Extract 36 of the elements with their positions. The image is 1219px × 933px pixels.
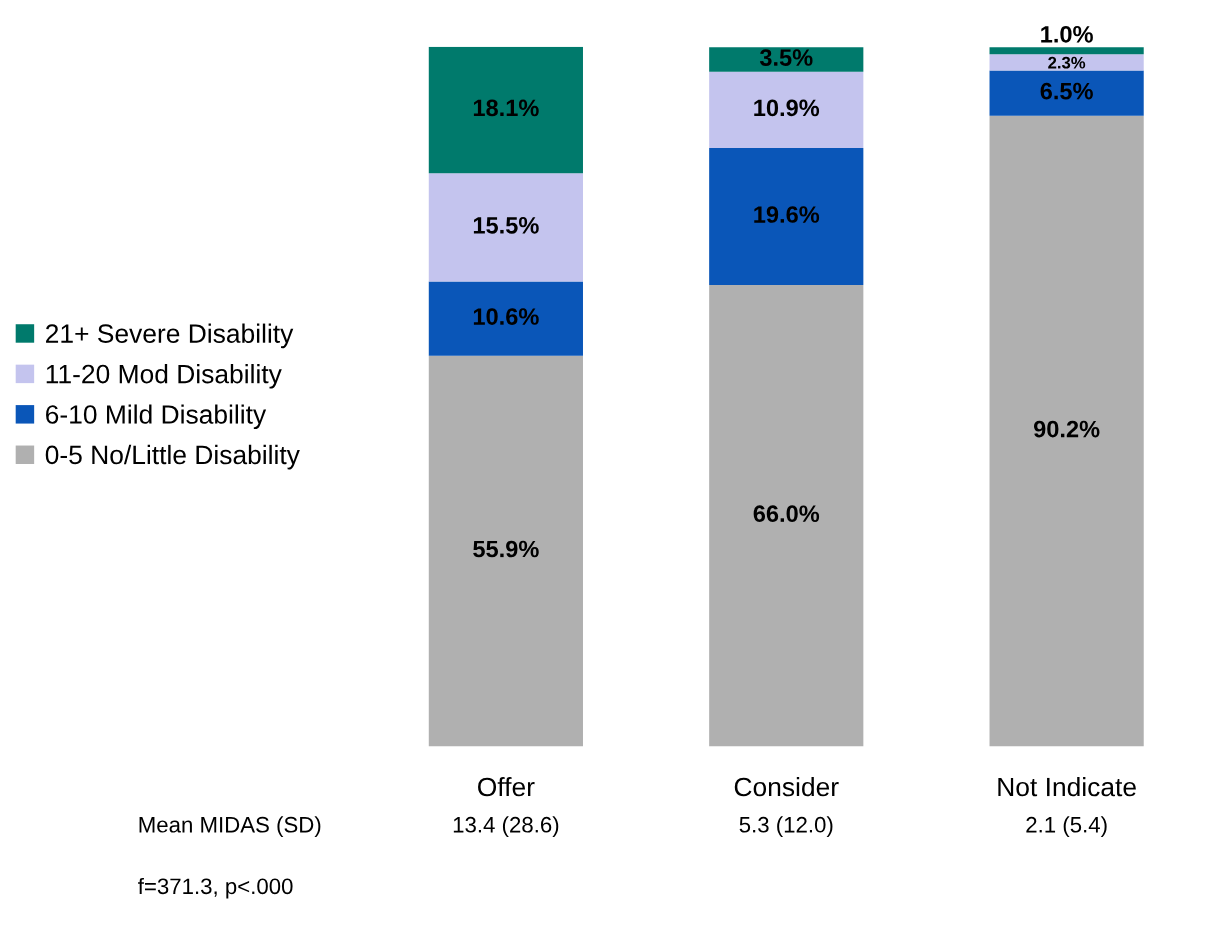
bar <box>428 46 583 174</box>
data-label: 15.5% <box>473 217 539 234</box>
data-label: 1.0% <box>1041 25 1093 43</box>
data-label: 18.1% <box>473 99 539 117</box>
text: 13.4 (28.6) <box>453 816 559 837</box>
x-tick-label: Not Indicate <box>998 776 1136 797</box>
data-label: 19.6% <box>754 206 820 223</box>
text: 5.3 (12.0) <box>739 816 833 837</box>
legend-label: 21+ Severe Disability <box>46 323 294 349</box>
x-tick-label: Consider <box>734 776 839 797</box>
text: Mean MIDAS (SD) <box>139 816 321 837</box>
bar <box>709 71 864 149</box>
bar <box>989 115 1144 747</box>
data-label: 90.2% <box>1033 420 1100 438</box>
bar <box>428 355 583 747</box>
data-label: 10.9% <box>754 99 820 117</box>
data-label: 66.0% <box>753 505 820 523</box>
bar <box>428 173 583 282</box>
bar <box>709 285 864 747</box>
bar <box>428 281 583 356</box>
bar <box>989 47 1144 55</box>
data-label: 6.5% <box>1040 82 1093 100</box>
data-label: 55.9% <box>473 540 539 558</box>
legend-label: 11-20 Mod Disability <box>46 364 282 389</box>
bar <box>989 70 1144 116</box>
bar <box>989 54 1144 71</box>
data-label: 2.3% <box>1048 56 1086 69</box>
bar <box>709 148 864 286</box>
data-label: 10.6% <box>473 308 539 325</box>
legend-label: 6-10 Mild Disability <box>46 404 267 430</box>
bar <box>709 47 864 72</box>
legend-label: 0-5 No/Little Disability <box>45 444 300 470</box>
text: f=371.3, p<.000 <box>138 877 293 899</box>
x-tick-label: Offer <box>478 776 535 797</box>
text: 2.1 (5.4) <box>1026 816 1107 837</box>
data-label: 3.5% <box>759 49 813 66</box>
